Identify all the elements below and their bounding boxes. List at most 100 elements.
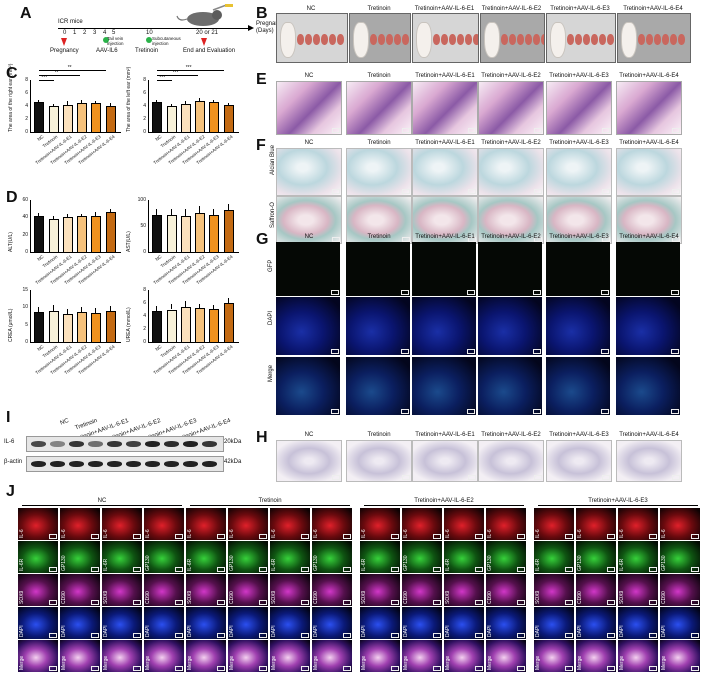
scale-bar [391,666,399,671]
bar [152,102,163,133]
stain-channel-label: IL-6 [145,529,151,538]
bar [91,313,102,343]
fluorescence-header: Tretinoin [367,234,391,240]
panel-label-c: C [6,65,18,82]
mouse-icon [550,22,566,58]
stain-channel-label: IL-6 [271,529,277,538]
y-tick-label: 0 [143,339,146,345]
scale-bar [649,534,657,539]
stain-channel-label: DAPI [103,625,109,637]
stain-channel-label: IL-6 [103,529,109,538]
he-stain-image [412,81,478,135]
if-stain-image: GP130 [144,541,184,573]
scale-bar [133,600,141,605]
if-stain-image: GP130 [402,541,442,573]
stain-channel-label: CD90 [487,591,493,604]
scale-bar [475,600,483,605]
ear-sample [378,34,385,45]
dapi-image [546,297,610,355]
tick-4: 4 [103,30,107,36]
he-header: Tretinoin+AAV-IL-6-E3 [549,73,609,79]
timeline-axis [58,28,248,29]
if-stain-image: IL-6R [534,541,574,573]
stain-channel-label: IL-6 [661,529,667,538]
if-stain-image: IL-6 [102,508,142,540]
significance-bracket [39,75,80,76]
scale-bar [391,567,399,572]
protein-band [183,461,198,467]
scale-bar [468,189,476,194]
stain-channel-label: SOX9 [361,590,367,604]
error-bar [38,213,40,217]
he-stain-image [346,81,412,135]
blot-strip [26,436,224,452]
scale-bar [401,349,409,354]
tick-1: 1 [73,30,77,36]
if-stain-image: DAPI [618,607,658,639]
x-category-label: NC [154,134,163,142]
error-bar [156,305,158,312]
scale-bar [475,633,483,638]
if-stain-image: IL-6 [444,508,484,540]
y-tick-label: 6 [25,90,28,96]
if-stain-image: IL-6 [270,508,310,540]
error-bar [52,216,54,220]
row-label-merge: Merge [268,364,274,382]
ihc-header: Tretinoin [367,432,391,438]
ear-sample [670,34,677,45]
scale-bar [175,567,183,572]
if-stain-image: Merge [228,640,268,672]
if-stain-image: IL-6 [60,508,100,540]
safranin-o-image [276,196,342,244]
y-tick-label: 0 [25,129,28,135]
bar [166,309,177,343]
error-bar [109,103,111,106]
stain-channel-label: GP130 [487,555,493,571]
scale-bar [331,290,339,295]
scale-bar [601,290,609,295]
bar [166,215,177,253]
protein-band [145,441,160,447]
bar [105,212,116,253]
ear-sample [567,34,574,45]
scale-bar [691,534,699,539]
he-header: Tretinoin [367,73,391,79]
if-stain-image: IL-6R [18,541,58,573]
y-tick-label: 4 [143,103,146,109]
bar [195,213,206,253]
safranin-o-image [616,196,682,244]
event-pregnancy: Pregnancy [50,48,79,54]
scale-bar [259,534,267,539]
scale-bar [671,409,679,414]
if-stain-image: CD90 [144,574,184,606]
significance-bracket [157,75,198,76]
stain-channel-label: Merge [619,655,625,670]
kda-label: 42kDa [224,459,242,465]
ear-sample [410,34,411,45]
ear-sample [329,34,336,45]
cartilage-header: Tretinoin+AAV-IL-6-E3 [549,140,609,146]
if-stain-image: Merge [60,640,100,672]
scale-bar [402,189,410,194]
error-bar [199,97,201,102]
y-tick-label: 50 [140,223,146,229]
stain-channel-label: Merge [271,655,277,670]
protein-band [145,461,160,467]
stain-channel-label: IL-6 [577,529,583,538]
if-stain-image: IL-6 [534,508,574,540]
safranin-o-image [546,196,612,244]
cartilage-header: NC [304,140,314,146]
mouse-pup-photo [617,13,691,63]
safranin-o-image [478,196,544,244]
scale-bar [91,567,99,572]
if-stain-image: Merge [444,640,484,672]
stain-channel-label: Merge [61,655,67,670]
if-stain-image: Merge [402,640,442,672]
significance-bracket [39,80,54,81]
gfp-image [412,242,476,296]
y-tick-label: 8 [25,77,28,83]
scale-bar [602,237,610,242]
scale-bar [468,237,476,242]
aav-dot-icon [103,37,109,43]
scale-bar [672,475,680,480]
